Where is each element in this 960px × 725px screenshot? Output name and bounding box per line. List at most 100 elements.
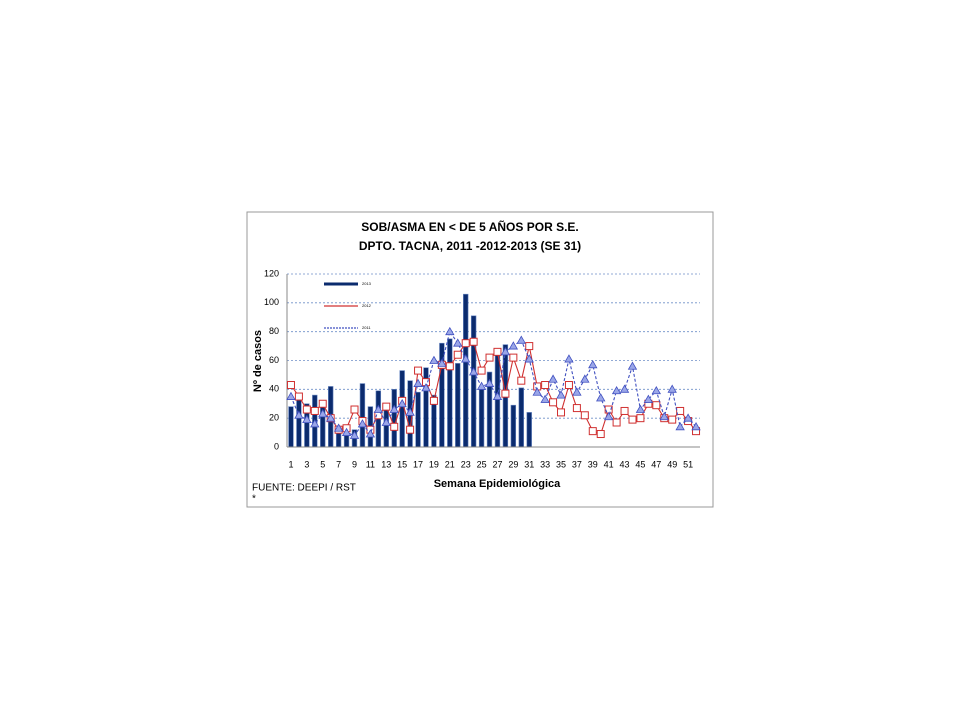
triangle-marker — [667, 384, 677, 393]
x-tick-label: 15 — [397, 459, 407, 469]
y-tick-label: 120 — [264, 268, 279, 278]
x-tick-label: 29 — [508, 459, 518, 469]
triangle-marker — [397, 398, 407, 408]
bar — [415, 391, 421, 448]
square-marker — [501, 389, 510, 398]
square-marker — [390, 422, 399, 431]
x-tick-label: 17 — [413, 459, 423, 469]
triangle-marker — [373, 404, 384, 413]
square-marker — [382, 402, 391, 411]
x-tick-label: 33 — [540, 459, 550, 469]
triangle-marker — [349, 430, 360, 439]
x-tick-label: 45 — [635, 459, 645, 469]
triangle-marker — [548, 374, 558, 383]
square-marker — [620, 406, 629, 415]
y-tick-label: 60 — [269, 355, 279, 365]
triangle-marker — [540, 394, 550, 403]
square-marker — [580, 411, 589, 420]
square-marker — [652, 401, 661, 410]
x-tick-label: 23 — [461, 459, 471, 469]
square-marker — [461, 339, 470, 348]
triangle-marker — [619, 384, 630, 393]
square-marker — [509, 353, 518, 362]
series-line — [290, 330, 697, 437]
bar — [296, 399, 302, 448]
bar — [447, 338, 453, 448]
square-marker — [564, 381, 573, 390]
square-marker — [612, 418, 621, 427]
triangle-marker — [588, 360, 598, 369]
footnote: * — [252, 494, 256, 505]
triangle-marker — [603, 411, 614, 421]
x-tick-label: 3 — [304, 459, 309, 469]
square-marker — [636, 414, 645, 423]
x-tick-label: 25 — [477, 459, 487, 469]
triangle-marker — [437, 358, 447, 367]
triangle-marker — [611, 385, 622, 395]
triangle-marker — [580, 374, 590, 383]
x-tick-label: 51 — [683, 459, 693, 469]
x-tick-label: 9 — [352, 459, 357, 469]
bar — [494, 354, 501, 448]
x-tick-label: 35 — [556, 459, 566, 469]
triangle-marker — [572, 387, 582, 396]
triangle-marker — [516, 335, 526, 344]
square-marker — [541, 381, 550, 390]
triangle-marker — [286, 391, 296, 400]
square-marker — [676, 406, 685, 415]
triangle-marker — [492, 391, 503, 400]
triangle-marker — [524, 354, 534, 363]
triangle-marker — [357, 419, 368, 428]
triangle-marker — [381, 417, 391, 426]
triangle-marker — [556, 390, 566, 399]
bar — [526, 412, 532, 448]
triangle-marker — [675, 422, 685, 431]
bar — [455, 363, 461, 448]
square-marker — [477, 366, 486, 375]
y-tick-label: 20 — [269, 413, 279, 423]
x-tick-label: 43 — [620, 459, 630, 469]
x-tick-label: 27 — [492, 459, 502, 469]
triangle-marker — [500, 347, 511, 356]
square-marker — [302, 405, 311, 414]
triangle-marker — [596, 393, 606, 402]
x-tick-label: 13 — [381, 459, 391, 469]
bar — [510, 404, 517, 448]
bar — [463, 293, 469, 448]
square-marker — [445, 362, 454, 371]
x-tick-label: 31 — [524, 459, 534, 469]
triangle-marker — [333, 423, 344, 432]
x-tick-label: 47 — [651, 459, 661, 469]
square-marker — [294, 392, 303, 401]
x-tick-label: 7 — [336, 459, 341, 469]
x-tick-label: 37 — [572, 459, 582, 469]
x-tick-label: 21 — [445, 459, 455, 469]
triangle-marker — [691, 422, 701, 431]
triangle-marker — [683, 413, 693, 422]
triangle-marker — [310, 419, 320, 428]
triangle-marker — [468, 367, 479, 376]
square-marker — [517, 376, 526, 385]
square-marker — [453, 350, 462, 359]
x-tick-label: 41 — [604, 459, 614, 469]
triangle-marker — [484, 378, 495, 387]
triangle-marker — [659, 411, 669, 421]
bar — [470, 315, 477, 448]
bar — [288, 406, 294, 448]
legend-label: 2012 — [362, 303, 372, 308]
triangle-marker — [453, 338, 463, 347]
bar — [359, 383, 366, 448]
triangle-marker — [635, 404, 646, 413]
triangle-marker — [476, 381, 487, 390]
triangle-marker — [405, 407, 415, 416]
x-tick-label: 5 — [320, 459, 325, 469]
triangle-marker — [302, 414, 312, 424]
chart-frame — [246, 211, 714, 508]
square-marker — [406, 425, 415, 434]
bar — [391, 389, 397, 448]
square-marker — [557, 408, 566, 417]
square-marker — [485, 353, 494, 362]
y-tick-label: 80 — [269, 326, 279, 336]
